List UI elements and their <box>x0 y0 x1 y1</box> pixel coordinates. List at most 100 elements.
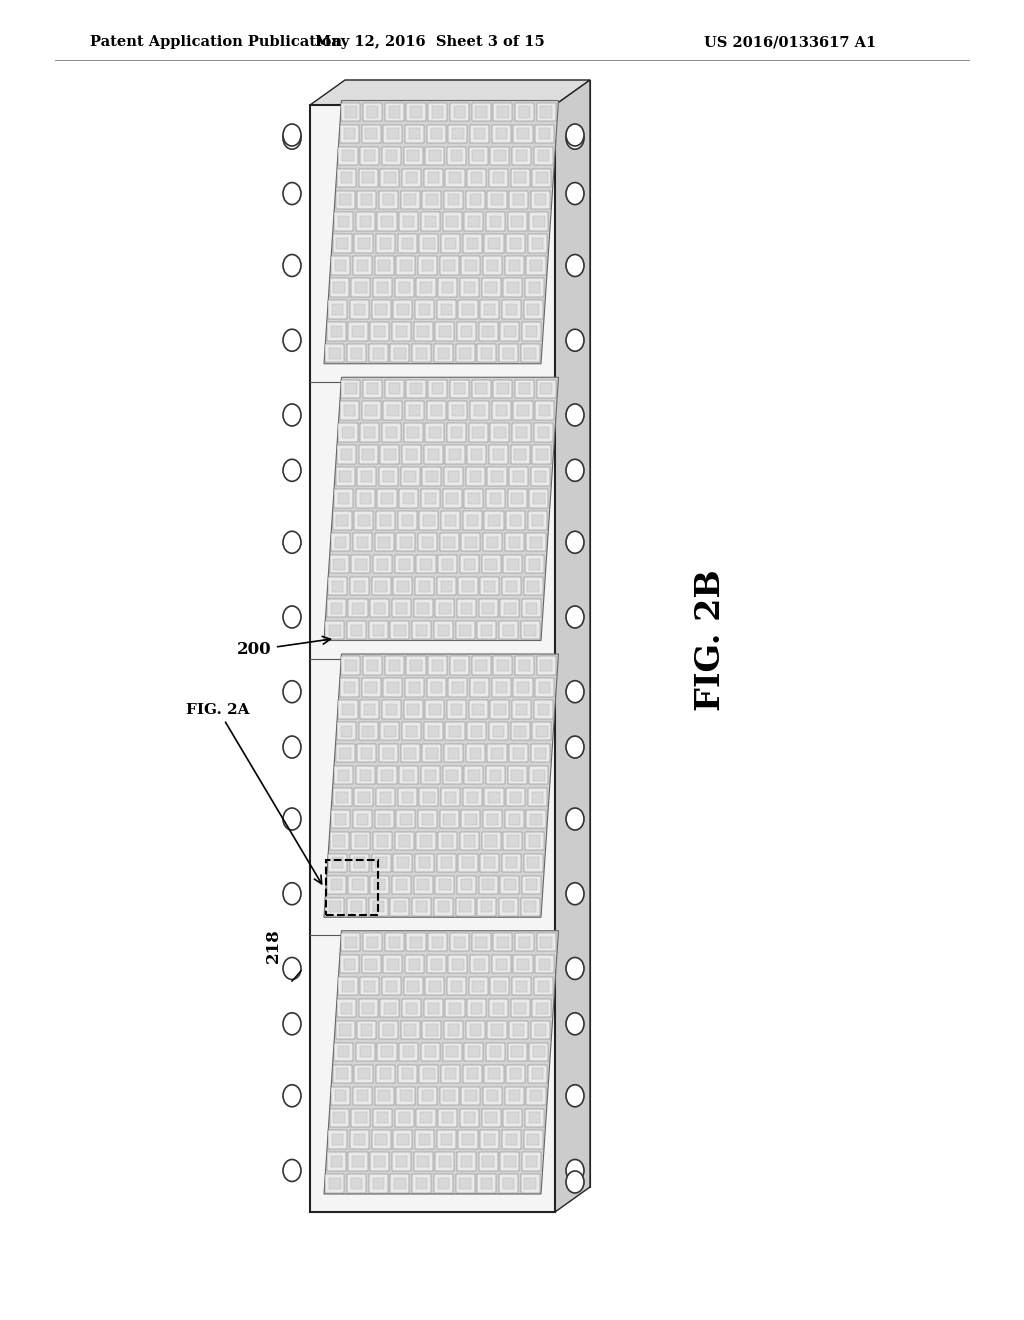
Bar <box>386 150 397 161</box>
Bar <box>481 832 501 850</box>
Bar <box>344 405 355 416</box>
Bar <box>362 726 374 737</box>
Bar <box>453 405 464 416</box>
Bar <box>531 792 543 803</box>
Bar <box>532 999 551 1018</box>
Bar <box>481 1177 493 1189</box>
Ellipse shape <box>566 606 584 628</box>
Bar <box>429 150 440 161</box>
Bar <box>526 1156 538 1167</box>
Bar <box>485 558 497 570</box>
Bar <box>530 260 542 271</box>
Bar <box>331 1156 342 1167</box>
Bar <box>484 511 504 529</box>
Bar <box>530 537 542 548</box>
Bar <box>373 1109 392 1127</box>
Bar <box>509 190 528 209</box>
Bar <box>366 682 377 693</box>
Bar <box>520 898 540 916</box>
Bar <box>426 194 437 205</box>
Bar <box>494 656 512 675</box>
Bar <box>514 1002 526 1014</box>
Bar <box>341 933 360 952</box>
Bar <box>511 722 529 741</box>
Bar <box>393 1130 413 1148</box>
Bar <box>509 1090 520 1101</box>
Bar <box>419 1134 430 1146</box>
Bar <box>465 260 476 271</box>
Bar <box>444 792 457 803</box>
Bar <box>440 858 452 869</box>
Bar <box>495 150 506 161</box>
Bar <box>444 1068 457 1080</box>
Bar <box>536 124 554 143</box>
Bar <box>399 213 418 231</box>
Bar <box>468 216 479 227</box>
Bar <box>384 449 395 461</box>
Bar <box>493 726 504 737</box>
Bar <box>380 169 399 187</box>
Bar <box>412 1175 431 1193</box>
Bar <box>338 147 357 165</box>
Bar <box>400 744 420 763</box>
Bar <box>495 428 506 438</box>
Bar <box>329 300 347 318</box>
Bar <box>357 744 376 763</box>
Bar <box>333 1065 351 1082</box>
Bar <box>482 603 494 614</box>
Bar <box>462 256 480 275</box>
Bar <box>412 345 431 363</box>
Bar <box>503 1109 522 1127</box>
Bar <box>529 766 549 784</box>
Bar <box>462 304 474 315</box>
Bar <box>330 832 349 850</box>
Bar <box>457 322 476 341</box>
Bar <box>488 238 500 249</box>
Bar <box>377 558 388 570</box>
Bar <box>443 260 455 271</box>
Bar <box>329 577 347 595</box>
Bar <box>351 832 371 850</box>
Bar <box>403 492 415 504</box>
Bar <box>402 445 421 463</box>
Bar <box>530 1090 542 1101</box>
Bar <box>337 999 356 1018</box>
Bar <box>411 660 422 671</box>
Bar <box>469 700 487 718</box>
Bar <box>528 836 541 846</box>
Bar <box>364 704 376 715</box>
Bar <box>486 260 499 271</box>
Bar <box>378 213 396 231</box>
Bar <box>487 467 507 486</box>
Bar <box>447 747 460 759</box>
Bar <box>430 958 442 970</box>
Bar <box>374 1156 385 1167</box>
Bar <box>355 1043 375 1061</box>
Bar <box>502 577 521 595</box>
Bar <box>466 1020 484 1039</box>
Ellipse shape <box>566 255 584 276</box>
Bar <box>537 933 556 952</box>
Polygon shape <box>310 81 590 106</box>
Bar <box>329 902 341 912</box>
Bar <box>485 836 497 846</box>
Bar <box>399 766 418 784</box>
Bar <box>337 238 348 249</box>
Bar <box>524 902 536 912</box>
Bar <box>326 898 344 916</box>
Bar <box>513 124 532 143</box>
Bar <box>501 322 519 341</box>
Bar <box>358 722 378 741</box>
Bar <box>347 345 367 363</box>
Bar <box>449 678 468 697</box>
Bar <box>377 836 388 846</box>
Bar <box>418 1086 437 1105</box>
Bar <box>416 902 427 912</box>
Bar <box>364 981 376 991</box>
Bar <box>387 405 398 416</box>
Bar <box>340 124 359 143</box>
Bar <box>526 810 546 828</box>
Bar <box>457 599 476 618</box>
Bar <box>423 515 434 525</box>
Bar <box>525 1109 544 1127</box>
